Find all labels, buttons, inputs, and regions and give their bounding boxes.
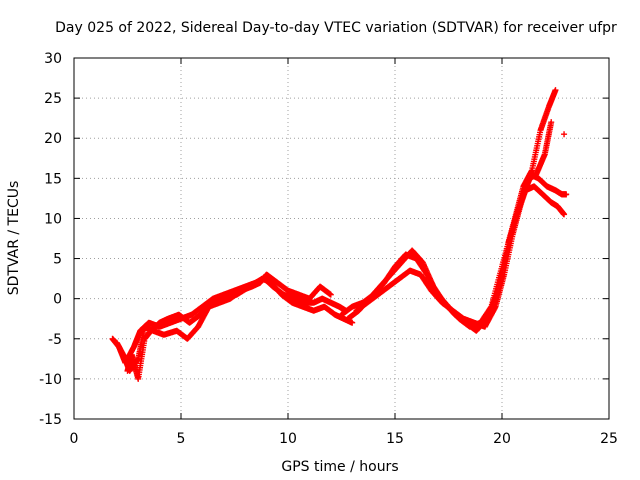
y-tick-label: 10 <box>44 211 62 227</box>
chart-title: Day 025 of 2022, Sidereal Day-to-day VTE… <box>55 20 617 36</box>
x-tick-label: 5 <box>177 431 186 447</box>
series-track <box>353 171 570 330</box>
plot-area <box>109 87 570 382</box>
y-tick-label: 0 <box>53 292 62 308</box>
data-point <box>561 131 568 138</box>
series-track <box>124 275 356 382</box>
x-tick-label: 25 <box>600 431 618 447</box>
x-tick-label: 0 <box>70 431 79 447</box>
series-track <box>505 183 568 246</box>
data-point <box>548 119 555 126</box>
x-tick-label: 20 <box>493 431 511 447</box>
data-point <box>349 319 356 326</box>
plot-frame <box>73 57 610 420</box>
x-axis-label: GPS time / hours <box>281 459 398 475</box>
y-tick-label: 20 <box>44 131 62 147</box>
data-point <box>552 87 559 94</box>
y-tick-label: 25 <box>44 91 62 107</box>
x-tick-label: 10 <box>279 431 297 447</box>
data-point <box>327 291 334 298</box>
y-tick-label: -5 <box>48 332 62 348</box>
data-series <box>109 87 570 382</box>
y-tick-label: 15 <box>44 171 62 187</box>
data-point <box>561 211 568 218</box>
axis-ticks: 0 5 10 15 20 25 -15 -10 -5 0 5 10 15 20 25 30 <box>39 51 618 447</box>
series-track <box>561 131 568 138</box>
y-tick-label: 5 <box>53 252 62 268</box>
y-tick-label: -15 <box>39 412 62 428</box>
grid <box>74 58 609 419</box>
y-tick-label: 30 <box>44 51 62 67</box>
data-point <box>563 191 570 198</box>
y-tick-label: -10 <box>39 372 62 388</box>
y-axis-label: SDTVAR / TECUs <box>6 181 22 296</box>
x-tick-label: 15 <box>386 431 404 447</box>
